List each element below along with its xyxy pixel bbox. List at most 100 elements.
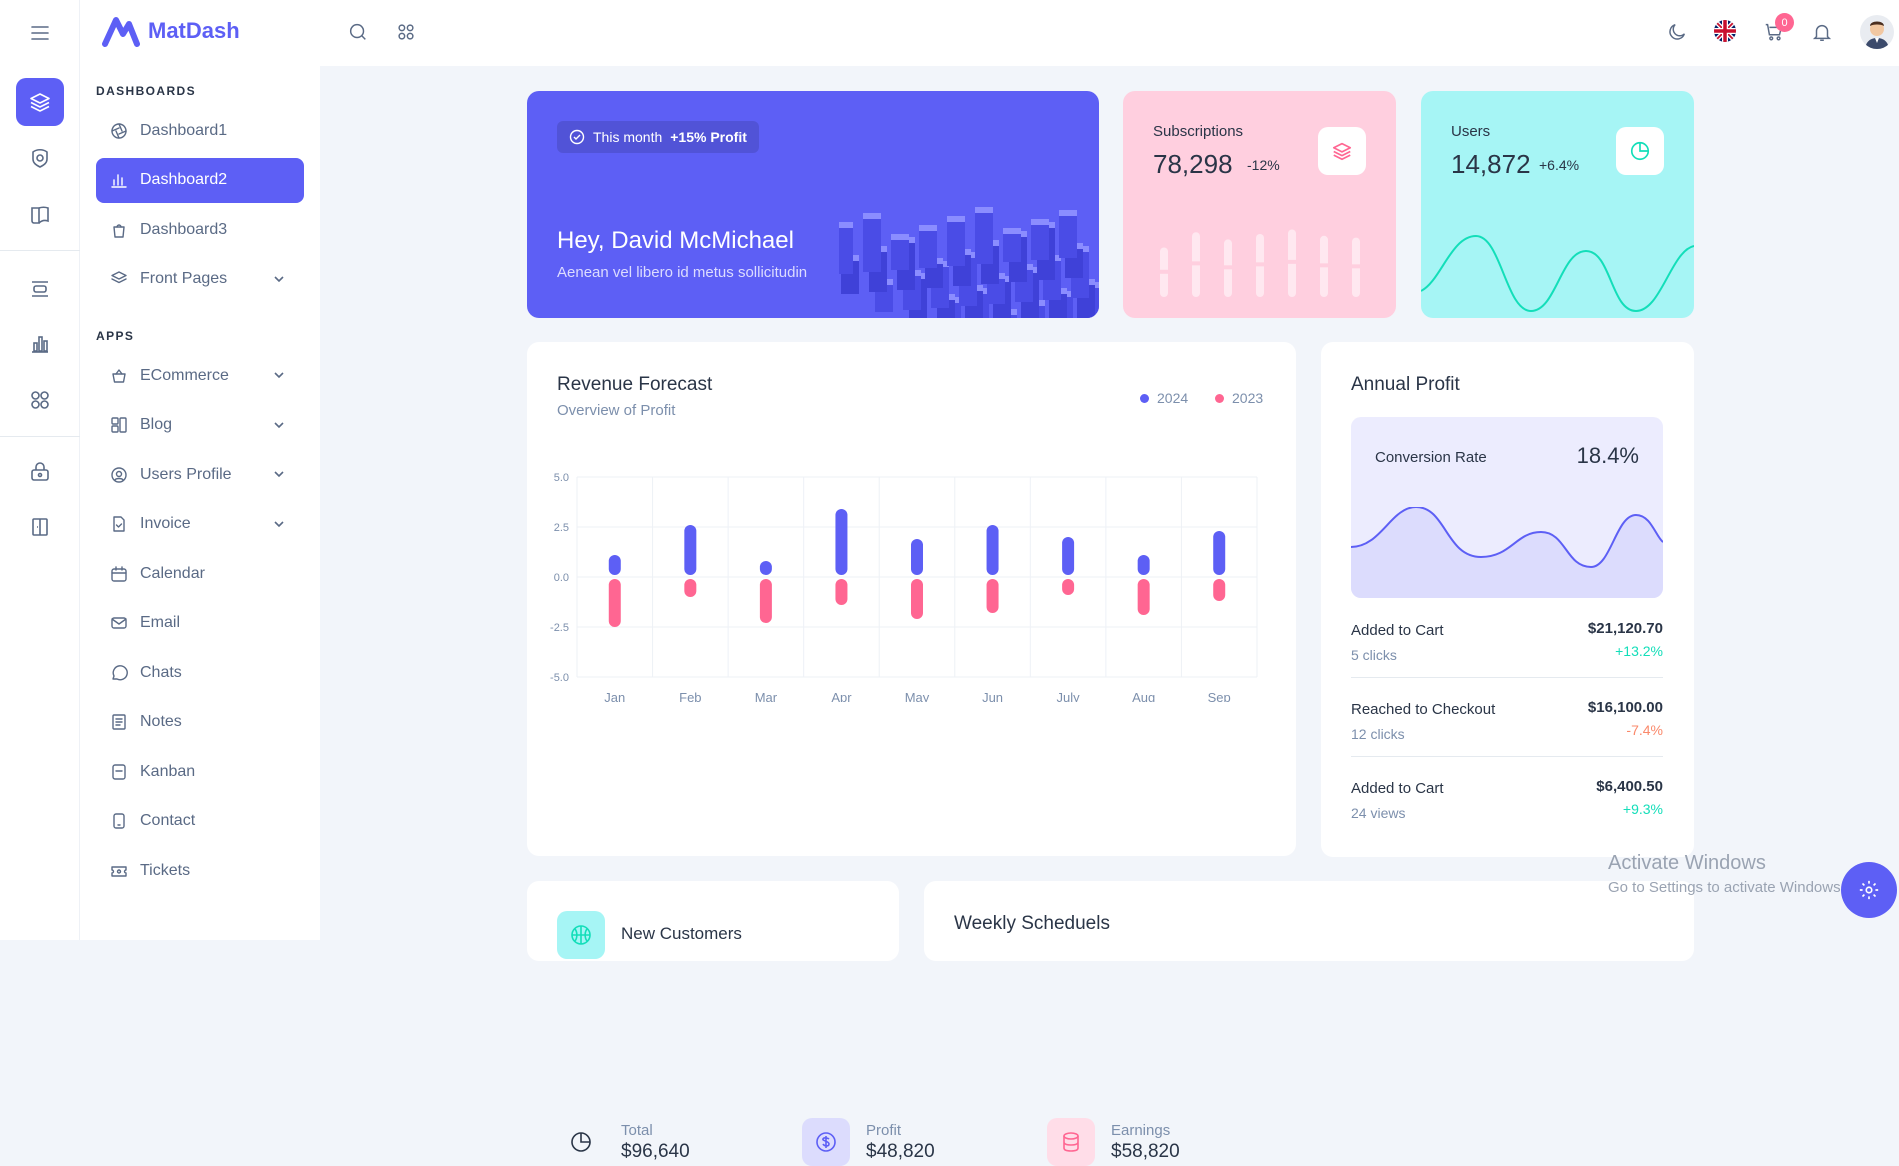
chevron-down-icon xyxy=(272,467,286,481)
y-tick-label: 5.0 xyxy=(554,472,569,484)
weekly-schedules-card: Weekly Scheduels xyxy=(924,881,1694,961)
y-tick-label: -2.5 xyxy=(550,622,569,634)
legend-2023[interactable]: 2023 xyxy=(1215,390,1263,406)
revenue-subtitle: Overview of Profit xyxy=(557,402,676,419)
summary-total: Total $96,640 xyxy=(557,1118,690,1166)
sidebar-item-kanban[interactable]: Kanban xyxy=(96,749,304,794)
bar-2024 xyxy=(684,525,697,575)
row-divider xyxy=(1351,756,1663,757)
subscriptions-bar-gap xyxy=(1256,262,1264,267)
chevron-down-icon xyxy=(272,272,286,286)
sidebar-item-front-pages[interactable]: Front Pages xyxy=(96,257,304,302)
windows-activation-watermark: Activate Windows Go to Settings to activ… xyxy=(1608,852,1845,896)
hero-cube xyxy=(1003,228,1021,262)
summary-label: Total xyxy=(621,1121,653,1139)
sidebar-item-ecommerce[interactable]: ECommerce xyxy=(96,353,304,398)
sidebar: MatDash DASHBOARDS Dashboard1 Dashboard2 D… xyxy=(80,0,320,940)
sidebar-item-contact[interactable]: Contact xyxy=(96,799,304,844)
language-flag-uk-icon[interactable] xyxy=(1713,19,1737,43)
subscriptions-card: Subscriptions 78,298 -12% xyxy=(1123,91,1396,318)
bar-2024 xyxy=(1062,537,1075,575)
basketball-icon xyxy=(557,911,605,959)
conversion-sparkline xyxy=(1351,507,1663,598)
hero-cube xyxy=(947,216,965,266)
sidebar-item-label: Tickets xyxy=(140,861,191,879)
apps-grid-icon[interactable] xyxy=(394,20,418,44)
sidebar-item-dashboard1[interactable]: Dashboard1 xyxy=(96,108,304,153)
bar-2023 xyxy=(1062,579,1075,595)
basket-icon xyxy=(110,367,128,385)
revenue-forecast-card: Revenue Forecast Overview of Profit 2024… xyxy=(527,342,1296,1166)
bar-2024 xyxy=(608,555,621,575)
sidebar-item-label: Contact xyxy=(140,812,196,829)
dark-mode-moon-icon[interactable] xyxy=(1665,20,1689,44)
users-card: Users 14,872 +6.4% xyxy=(1421,91,1694,318)
chevron-down-icon xyxy=(272,418,286,432)
sidebar-item-tickets[interactable]: Tickets xyxy=(96,848,304,893)
file-check-icon xyxy=(110,515,128,533)
bar-2024 xyxy=(759,561,772,575)
bar-2024 xyxy=(835,509,848,575)
x-tick-label: Aug xyxy=(1132,690,1155,702)
row-divider xyxy=(1351,677,1663,678)
rail-layout-icon[interactable] xyxy=(16,265,64,313)
hero-cube xyxy=(1059,210,1077,258)
row-change: +9.3% xyxy=(1622,801,1663,817)
rail-chart-icon[interactable] xyxy=(16,320,64,368)
rail-dashboards-icon[interactable] xyxy=(16,78,64,126)
pie-chart-icon xyxy=(557,1118,605,1166)
rail-badge-icon[interactable] xyxy=(16,134,64,182)
sidebar-item-label: Chats xyxy=(140,663,182,681)
row-amount: $6,400.50 xyxy=(1596,778,1663,795)
sidebar-item-blog[interactable]: Blog xyxy=(96,403,304,448)
summary-value: $48,820 xyxy=(866,1140,935,1162)
bar-2024 xyxy=(1213,531,1226,575)
sidebar-item-dashboard2[interactable]: Dashboard2 xyxy=(96,157,304,203)
dollar-circle-icon xyxy=(802,1118,850,1166)
hero-cube-top xyxy=(1031,219,1049,225)
sidebar-item-label: Kanban xyxy=(140,762,196,780)
sidebar-item-users-profile[interactable]: Users Profile xyxy=(96,452,304,497)
rail-lock-icon[interactable] xyxy=(16,448,64,496)
legend-dot-2023 xyxy=(1215,393,1224,403)
bar-chart-icon xyxy=(110,171,128,189)
bar-2023 xyxy=(911,579,923,619)
y-tick-label: -5.0 xyxy=(550,672,569,684)
subscriptions-bar-gap xyxy=(1288,259,1296,264)
user-avatar[interactable] xyxy=(1860,15,1894,49)
app-logo[interactable]: MatDash xyxy=(102,14,240,48)
hero-cube-top xyxy=(839,222,853,228)
row-label: Added to Cart xyxy=(1351,780,1444,797)
calendar-icon xyxy=(110,565,128,583)
y-tick-label: 2.5 xyxy=(554,522,569,534)
notification-bell-icon[interactable] xyxy=(1810,20,1834,44)
sidebar-item-chats[interactable]: Chats xyxy=(96,650,304,695)
rail-door-icon[interactable] xyxy=(16,503,64,551)
bar-2023 xyxy=(835,579,848,605)
pill-label: This month xyxy=(593,129,663,145)
row-change: -7.4% xyxy=(1626,722,1663,738)
sidebar-item-calendar[interactable]: Calendar xyxy=(96,551,304,596)
sidebar-item-dashboard3[interactable]: Dashboard3 xyxy=(96,207,304,252)
hero-cube xyxy=(839,222,853,274)
hero-cube-top xyxy=(1059,210,1077,216)
sidebar-item-email[interactable]: Email xyxy=(96,601,304,646)
x-tick-label: Feb xyxy=(679,690,701,702)
rail-apps-icon[interactable] xyxy=(16,376,64,424)
sidebar-item-invoice[interactable]: Invoice xyxy=(96,502,304,547)
row-amount: $21,120.70 xyxy=(1587,620,1663,637)
subscriptions-value: 78,298 xyxy=(1153,149,1233,179)
search-icon[interactable] xyxy=(346,20,370,44)
rail-book-icon[interactable] xyxy=(16,191,64,239)
settings-fab-button[interactable] xyxy=(1841,862,1897,918)
legend-2024[interactable]: 2024 xyxy=(1140,390,1188,406)
sidebar-item-notes[interactable]: Notes xyxy=(96,700,304,745)
summary-value: $58,820 xyxy=(1111,1140,1180,1162)
pie-chart-icon xyxy=(1616,127,1664,175)
sidebar-item-label: Users Profile xyxy=(140,465,232,483)
row-label: Added to Cart xyxy=(1351,622,1444,639)
user-circle-icon xyxy=(110,466,128,484)
menu-toggle-icon[interactable] xyxy=(29,22,51,44)
summary-profit: Profit $48,820 xyxy=(802,1118,935,1166)
profit-pill: This month +15% Profit xyxy=(557,121,759,153)
